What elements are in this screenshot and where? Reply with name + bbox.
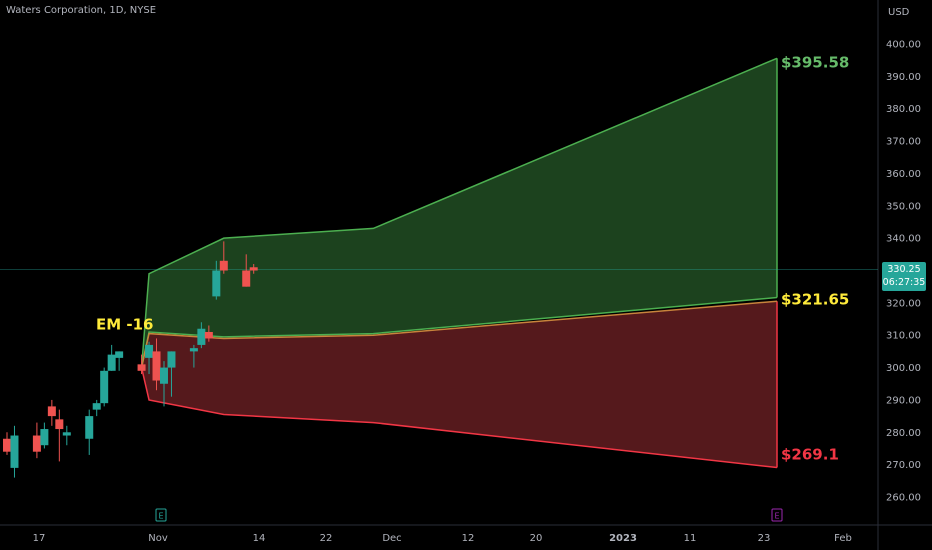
bar-countdown: 06:27:35 — [882, 277, 926, 288]
earnings-event-letter: E — [158, 512, 163, 521]
down-candle — [249, 267, 258, 271]
time-axis-tick: 14 — [253, 533, 266, 544]
last-price-value: 330.25 — [887, 264, 921, 275]
time-axis-tick: 23 — [758, 533, 771, 544]
down-candle — [152, 351, 161, 381]
price-axis-tick: 390.00 — [886, 72, 921, 83]
price-axis-tick: 400.00 — [886, 40, 921, 51]
price-axis-tick: 270.00 — [886, 460, 921, 471]
down-candle — [204, 331, 213, 339]
price-axis-tick: 310.00 — [886, 331, 921, 342]
up-candle — [159, 367, 168, 384]
time-axis-tick: 22 — [320, 533, 333, 544]
chart-title: Waters Corporation, 1D, NYSE — [6, 5, 157, 16]
up-candle — [115, 351, 124, 358]
price-axis-tick: 370.00 — [886, 137, 921, 148]
time-axis-tick: 20 — [530, 533, 543, 544]
price-axis-tick: 290.00 — [886, 395, 921, 406]
lower-bound-line — [140, 367, 778, 469]
lower-expected-move-zone — [141, 301, 777, 468]
up-candle — [10, 435, 19, 468]
down-candle — [47, 406, 56, 417]
up-candle — [85, 416, 94, 439]
price-axis-unit: USD — [888, 7, 910, 18]
up-candle — [92, 403, 101, 410]
down-candle — [55, 419, 64, 430]
down-candle — [3, 438, 11, 452]
up-candle — [62, 432, 71, 436]
mid-target-label: $321.65 — [781, 291, 849, 309]
up-candle — [167, 351, 176, 368]
time-axis-tick: Nov — [148, 533, 168, 544]
down-candle — [137, 364, 146, 371]
price-axis-tick: 360.00 — [886, 169, 921, 180]
price-axis-tick: 300.00 — [886, 363, 921, 374]
lower-target-label: $269.1 — [781, 446, 839, 464]
earnings-event-icon — [155, 508, 167, 522]
time-axis-tick: Feb — [834, 533, 852, 544]
up-candle — [100, 370, 109, 404]
down-candle — [219, 260, 228, 271]
up-candle — [40, 429, 49, 446]
price-axis-tick: 350.00 — [886, 201, 921, 212]
price-axis-tick: 380.00 — [886, 104, 921, 115]
earnings-event-letter: E — [774, 512, 779, 521]
time-axis-tick: 12 — [462, 533, 475, 544]
upper-expected-move-zone — [141, 58, 777, 368]
time-axis-tick: 2023 — [609, 533, 637, 544]
up-candle — [145, 344, 154, 358]
price-axis-tick: 340.00 — [886, 234, 921, 245]
expected-move-label: EM -16 — [96, 316, 154, 334]
price-axis-tick: 320.00 — [886, 298, 921, 309]
time-axis-tick: 17 — [33, 533, 46, 544]
upper-bound-line — [140, 57, 778, 368]
up-candle — [197, 328, 206, 345]
time-axis-tick: Dec — [382, 533, 401, 544]
down-candle — [32, 435, 41, 452]
up-candle — [189, 348, 198, 352]
up-candle — [107, 354, 116, 371]
price-axis-tick: 280.00 — [886, 428, 921, 439]
upper-target-label: $395.58 — [781, 53, 849, 71]
price-axis-tick: 260.00 — [886, 493, 921, 504]
down-candle — [242, 270, 251, 287]
time-axis-tick: 11 — [684, 533, 697, 544]
earnings-event-icon — [771, 508, 783, 522]
up-candle — [212, 270, 221, 297]
last-price-badge: 330.25 06:27:35 — [882, 262, 926, 291]
